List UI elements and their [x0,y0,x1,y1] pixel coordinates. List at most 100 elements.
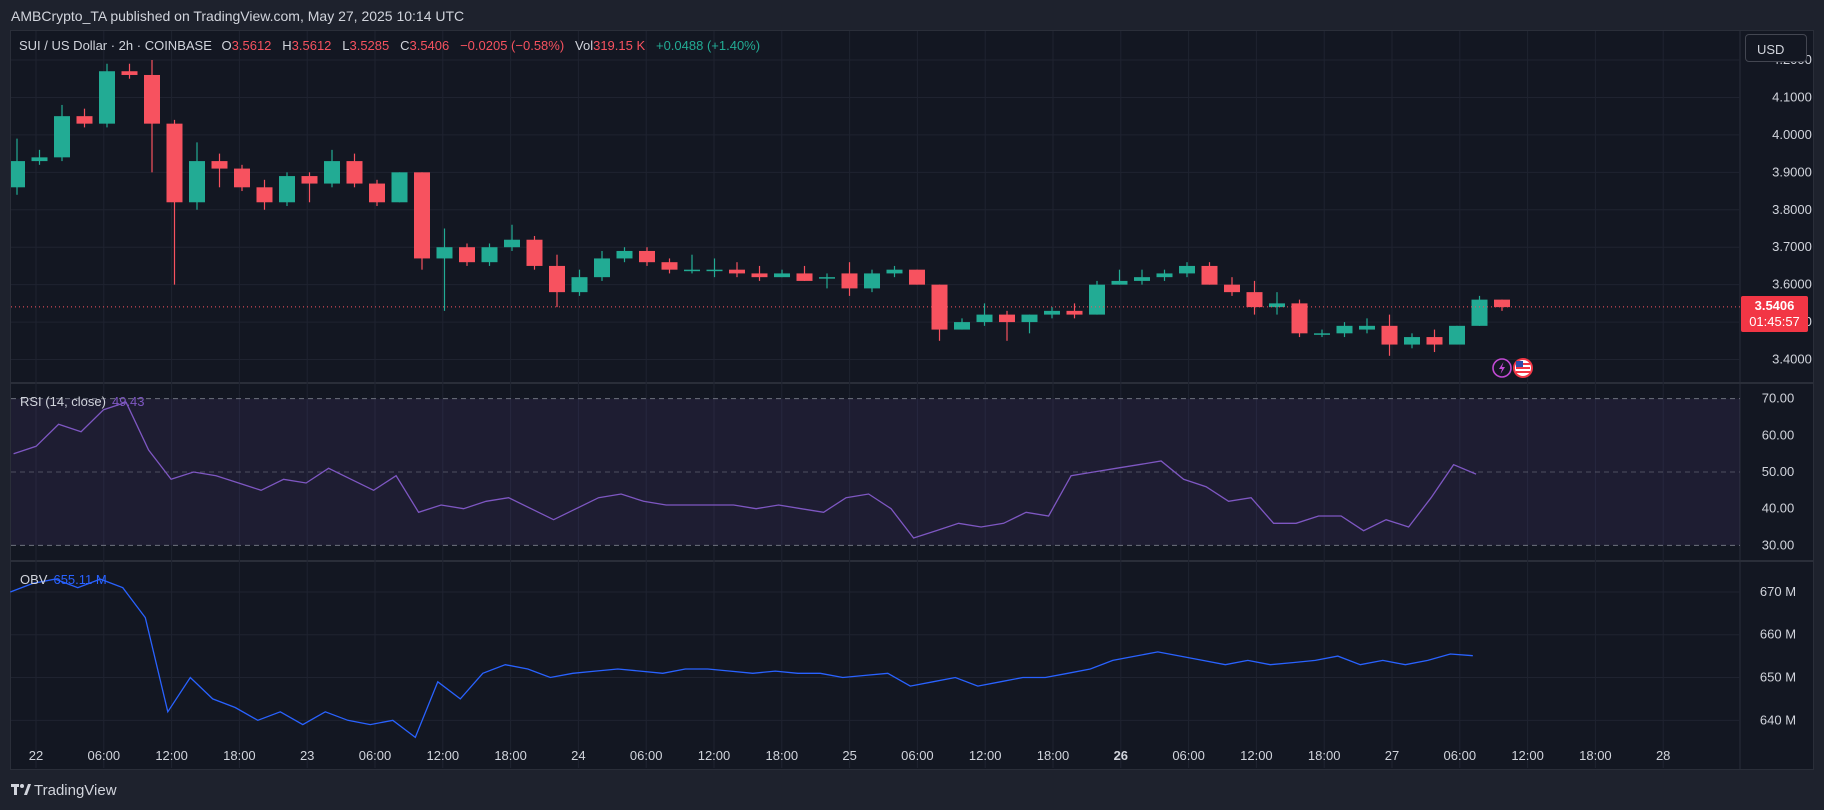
candle-body [1246,292,1263,308]
candle-body [1269,303,1285,308]
candle-body [414,172,430,259]
candle-body [1336,325,1353,334]
candle-body [504,239,520,248]
obv-value: 655.11 M [53,572,107,587]
candle-down [729,262,745,278]
time-tick-label: 24 [571,748,585,763]
candle-up [706,258,723,278]
candle-body [1066,310,1083,315]
candle-down [841,262,858,296]
candle-up [189,142,205,210]
candle-up [324,149,340,188]
candle-down [999,310,1015,341]
candle-body [1134,277,1150,281]
time-tick-label: 25 [842,748,856,763]
candle-body [594,258,610,278]
time-tick-label: 12:00 [698,748,731,763]
time-tick-label: 12:00 [427,748,460,763]
candle-body [1404,337,1420,345]
rsi-tick-label: 60.00 [1762,427,1795,442]
candle-body [1426,337,1443,345]
bar-countdown: 01:45:57 [1749,314,1800,329]
time-tick-label: 26 [1114,748,1128,763]
candle-down [211,153,228,188]
candle-body [99,71,115,124]
rsi-tick-label: 50.00 [1762,464,1795,479]
candle-body [1179,265,1195,274]
candle-down [346,153,363,188]
price-tick-label: 3.6000 [1772,277,1812,292]
candle-body [189,161,205,203]
candle-body [121,71,138,75]
time-tick-label: 06:00 [1172,748,1205,763]
candle-body [211,161,228,169]
candle-body [774,273,790,278]
rsi-tick-label: 40.00 [1762,501,1795,516]
obv-line [10,578,1473,739]
candle-body [706,269,723,272]
change-value: −0.0205 (−0.58%) [460,38,565,53]
candle-up [31,149,48,165]
currency-button[interactable]: USD [1745,34,1807,62]
candle-up [571,269,588,296]
time-tick-label: 18:00 [1308,748,1341,763]
candle-down [121,63,138,79]
obv-legend[interactable]: OBV 655.11 M [20,572,107,587]
volume-label: Vol [575,38,594,53]
candle-body [481,247,498,263]
candle-up [1449,325,1465,345]
us-flag-event-icon[interactable] [1513,358,1533,378]
candle-body [1111,280,1128,285]
time-tick-label: 18:00 [766,748,799,763]
event-markers[interactable] [1491,357,1537,386]
time-tick-label: 18:00 [1579,748,1612,763]
candle-up [504,224,520,251]
candle-down [76,108,93,128]
tradingview-brand[interactable]: TradingView [34,782,117,799]
candle-up [1044,307,1060,319]
candle-body [1224,284,1240,293]
obv-tick-label: 650 M [1760,670,1796,685]
candle-down [1246,280,1263,315]
candle-body [639,250,655,263]
candle-body [864,273,880,289]
rsi-line [13,401,1477,539]
candle-body [256,187,273,203]
candle-up [1179,262,1195,278]
candle-body [819,277,835,279]
symbol-title[interactable]: SUI / US Dollar · 2h · COINBASE [19,38,212,53]
chart-container[interactable] [10,30,1814,770]
price-tick-label: 3.7000 [1772,239,1812,254]
candle-body [1314,333,1330,335]
candle-up [774,269,790,278]
candle-body [1291,303,1308,334]
candle-down [639,247,655,266]
volume-change: +0.0488 (+1.40%) [655,38,761,53]
time-tick-label: 18:00 [223,748,256,763]
candle-body [1359,325,1375,330]
candle-body [886,269,903,274]
rsi-legend[interactable]: RSI (14, close) 49.43 [20,394,145,409]
candle-up [11,138,25,195]
candle-up [481,243,498,266]
candle-down [796,265,813,281]
candle-down [166,119,183,285]
lightning-event-icon[interactable] [1492,358,1512,378]
rsi-tick-label: 70.00 [1762,391,1795,406]
candle-body [841,273,858,289]
candle-down [751,265,768,281]
candle-body [11,161,25,188]
candle-body [279,176,295,203]
candle-up [1156,269,1173,281]
candle-body [526,239,543,266]
candle-body [909,269,925,285]
candle-down [1426,329,1443,353]
time-tick-label: 12:00 [1240,748,1273,763]
time-tick-label: 06:00 [901,748,934,763]
candle-down [909,269,925,285]
published-header: AMBCrypto_TA published on TradingView.co… [0,0,1824,30]
candle-up [1471,295,1488,326]
candle-up [391,172,408,203]
time-tick-label: 28 [1656,748,1670,763]
